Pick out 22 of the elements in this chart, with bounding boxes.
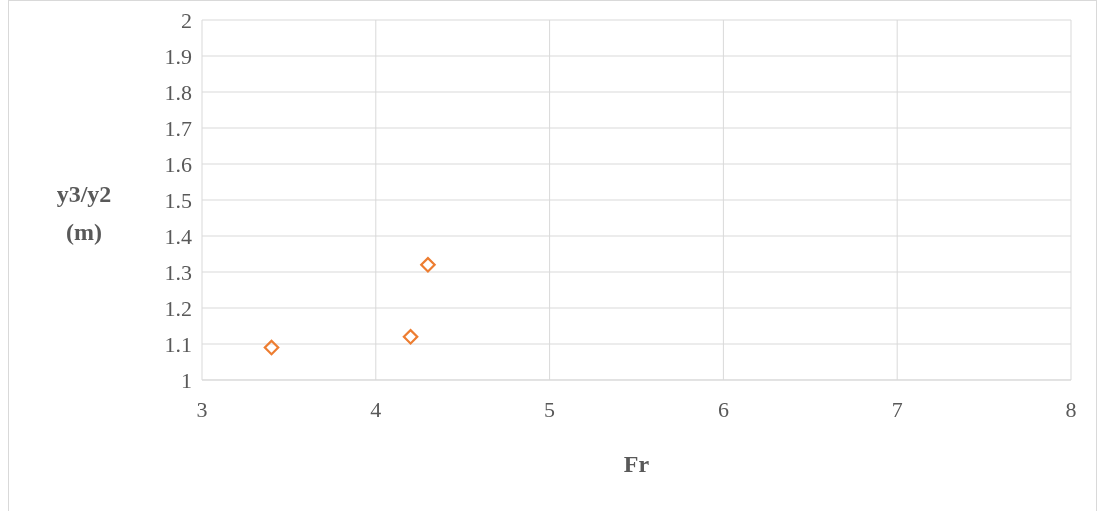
x-tick-label: 5	[544, 397, 556, 422]
x-tick-label: 4	[370, 397, 382, 422]
y-tick-label: 1.7	[164, 115, 192, 141]
y-tick-label: 1.9	[164, 43, 192, 69]
x-tick-label: 7	[891, 397, 903, 422]
y-axis-title: y3/y2 (m)	[56, 181, 112, 245]
x-tick-label: 3	[196, 397, 208, 422]
y-tick-label: 1.3	[164, 259, 192, 285]
y-tick-label: 1.8	[164, 79, 192, 105]
point	[263, 339, 280, 356]
y-tick-label: 1.5	[164, 187, 192, 213]
y-tick-label: 1	[181, 367, 192, 393]
x-tick-label: 8	[1065, 397, 1077, 422]
y-tick-label: 1.4	[164, 223, 192, 249]
y-tick-label: 1.2	[164, 295, 192, 321]
point	[402, 328, 419, 345]
x-tick-label: 6	[717, 397, 729, 422]
y-tick-label: 1.1	[164, 331, 192, 357]
x-axis-title: Fr	[623, 451, 650, 477]
y-tick-label: 1.6	[164, 151, 192, 177]
y-tick-label: 2	[181, 7, 192, 33]
point	[420, 256, 436, 273]
